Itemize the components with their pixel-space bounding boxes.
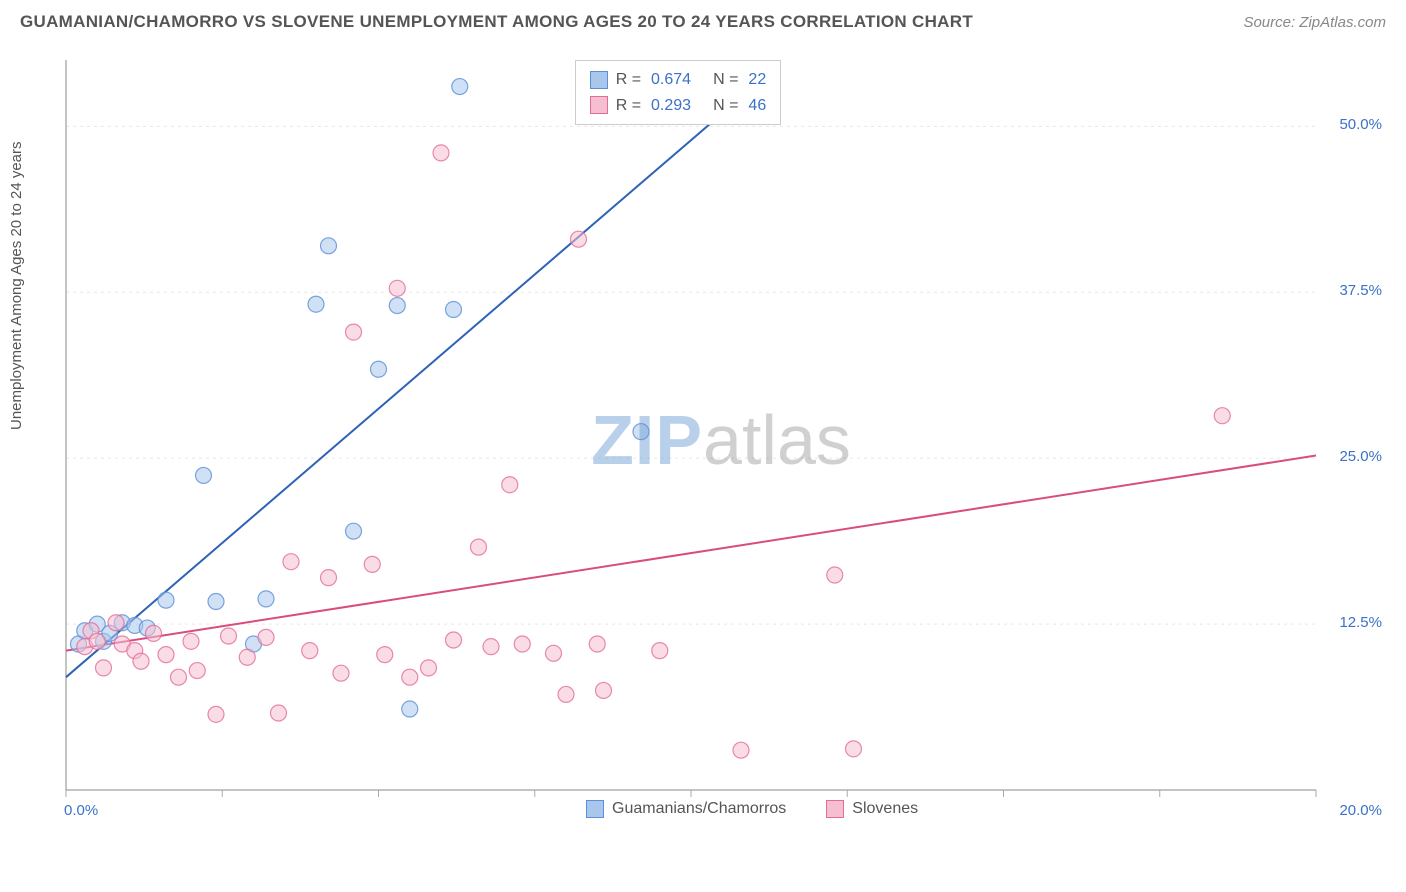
chart-plot-area: ZIPatlas R =0.674N =22R =0.293N =46 Guam… bbox=[56, 50, 1386, 830]
y-axis-label: Unemployment Among Ages 20 to 24 years bbox=[8, 141, 25, 430]
legend-swatch bbox=[826, 800, 844, 818]
x-tick-label: 20.0% bbox=[1339, 802, 1382, 819]
x-tick-label: 0.0% bbox=[64, 802, 98, 819]
legend-swatch bbox=[590, 96, 608, 114]
legend-label: Slovenes bbox=[852, 800, 918, 818]
stat-r-label: R = bbox=[616, 67, 641, 93]
legend-label: Guamanians/Chamorros bbox=[612, 800, 786, 818]
scatter-svg bbox=[56, 50, 1386, 830]
stat-r-value: 0.674 bbox=[651, 67, 691, 93]
stat-r-value: 0.293 bbox=[651, 93, 691, 119]
y-tick-label: 12.5% bbox=[1339, 614, 1382, 631]
y-tick-label: 37.5% bbox=[1339, 282, 1382, 299]
legend-swatch bbox=[590, 71, 608, 89]
stat-n-value: 22 bbox=[748, 67, 766, 93]
source-attribution: Source: ZipAtlas.com bbox=[1243, 14, 1386, 31]
legend-swatch bbox=[586, 800, 604, 818]
stats-row: R = 0.293 N = 46 bbox=[590, 93, 767, 119]
y-tick-label: 50.0% bbox=[1339, 116, 1382, 133]
stat-r-label: R = bbox=[616, 93, 641, 119]
y-tick-label: 25.0% bbox=[1339, 448, 1382, 465]
stat-n-value: 46 bbox=[748, 93, 766, 119]
series-legend: Guamanians/Chamorros Slovenes bbox=[586, 800, 918, 818]
chart-header: GUAMANIAN/CHAMORRO VS SLOVENE UNEMPLOYME… bbox=[0, 0, 1406, 40]
stat-n-label: N = bbox=[713, 67, 738, 93]
legend-item: Slovenes bbox=[826, 800, 918, 818]
chart-title: GUAMANIAN/CHAMORRO VS SLOVENE UNEMPLOYME… bbox=[20, 12, 973, 32]
legend-item: Guamanians/Chamorros bbox=[586, 800, 786, 818]
correlation-stats-box: R = 0.674 N = 22 R = 0.293 N = 46 bbox=[575, 60, 782, 125]
stat-n-label: N = bbox=[713, 93, 738, 119]
stats-row: R = 0.674 N = 22 bbox=[590, 67, 767, 93]
